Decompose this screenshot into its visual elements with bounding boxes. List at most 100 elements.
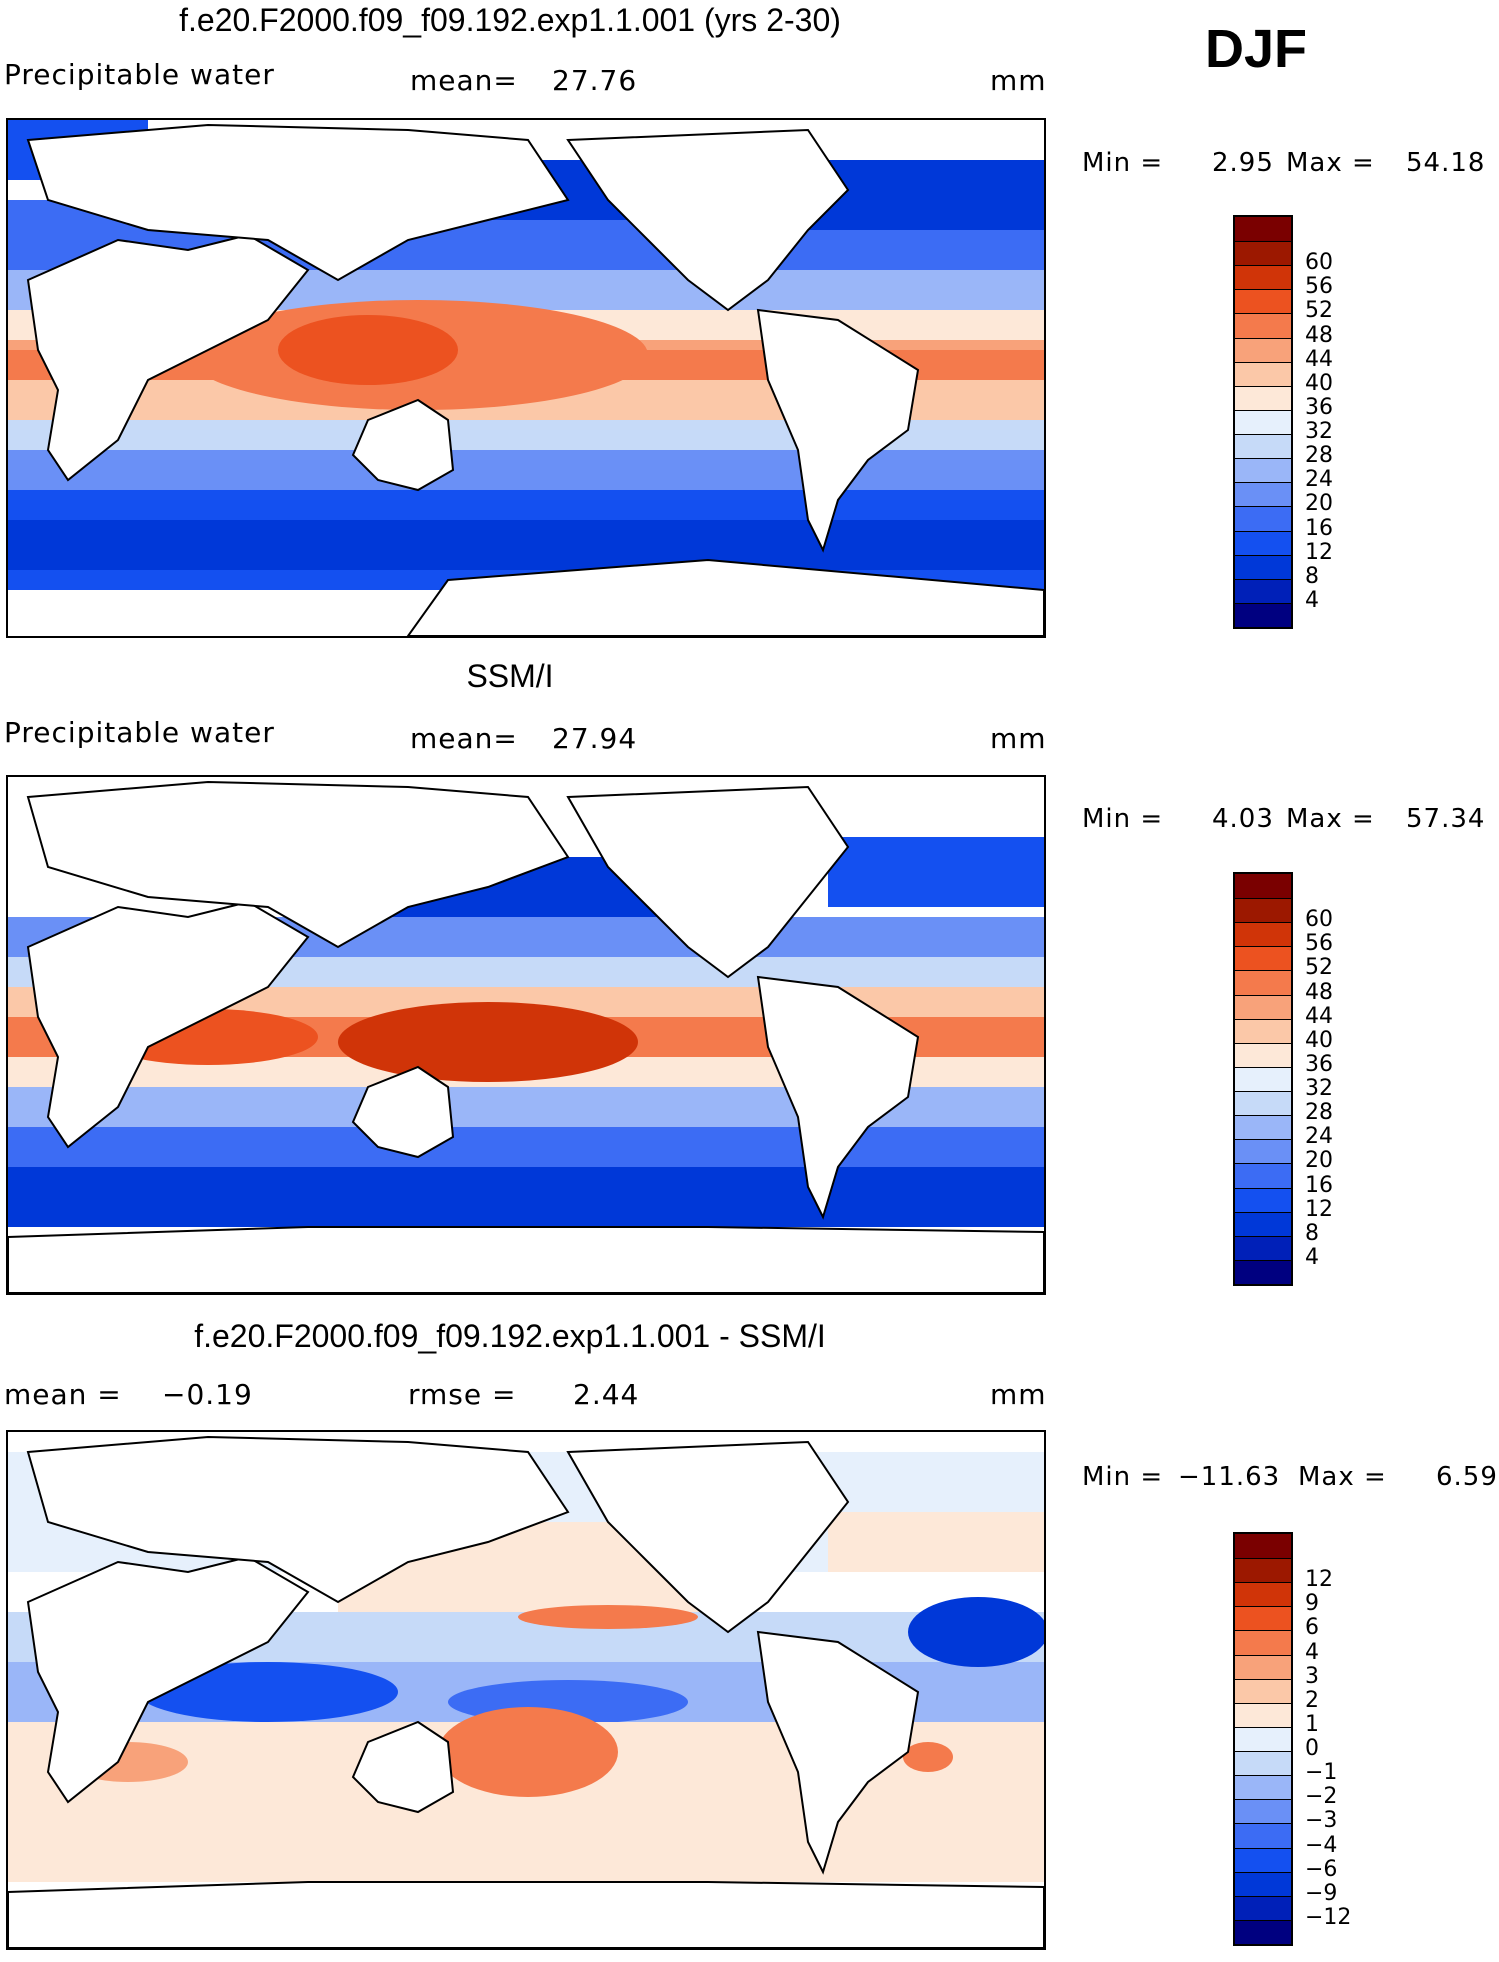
colorbar-tick-label: 12: [1305, 539, 1333, 565]
colorbar-swatch: [1235, 1678, 1291, 1703]
colorbar-swatch: [1235, 1606, 1291, 1631]
colorbar-swatch: [1235, 1018, 1291, 1043]
landmass: [26, 1555, 310, 1804]
colorbar-tick-label: 12: [1305, 1196, 1333, 1222]
colorbar-tick-label: 52: [1305, 955, 1333, 981]
colorbar-tick-label: 44: [1305, 1003, 1333, 1029]
colorbar-swatch: [1235, 482, 1291, 507]
units-label: mm: [990, 1378, 1047, 1411]
max-value: 57.34: [1406, 804, 1486, 834]
landmass: [756, 308, 920, 553]
colorbar-swatch: [1235, 1163, 1291, 1188]
colorbar-swatch: [1235, 265, 1291, 290]
colorbar-swatch: [1235, 1558, 1291, 1583]
colorbar-swatch: [1235, 970, 1291, 995]
variable-label: Precipitable water: [4, 716, 275, 749]
colorbar-swatch: [1235, 946, 1291, 971]
colorbar-tick-label: 28: [1305, 1100, 1333, 1126]
max-label: Max =: [1298, 1462, 1387, 1492]
colorbar-swatch: [1235, 1115, 1291, 1140]
max-label: Max =: [1286, 804, 1375, 834]
colorbar-tick-label: 16: [1305, 1172, 1333, 1198]
min-label: Min =: [1082, 1462, 1164, 1492]
colorbar-tick-label: −1: [1305, 1760, 1338, 1786]
colorbar-swatch: [1235, 217, 1291, 242]
colorbar-tick-label: 52: [1305, 298, 1333, 324]
colorbar-tick-label: −9: [1305, 1880, 1338, 1906]
colorbar-tick-label: 12: [1305, 1567, 1333, 1593]
colorbar-swatch: [1235, 1066, 1291, 1092]
colorbar-swatch: [1235, 1211, 1291, 1236]
panel-title: SSM/I: [466, 658, 554, 694]
colorbar-swatch: [1235, 313, 1291, 338]
colorbar-swatch: [1235, 241, 1291, 266]
ocean-band: [828, 1512, 1044, 1572]
colorbar-swatch: [1235, 554, 1291, 579]
colorbar-swatch: [1235, 1235, 1291, 1260]
colorbar-swatch: [1235, 361, 1291, 386]
landmass: [566, 785, 850, 979]
colorbar-swatch: [1235, 506, 1291, 531]
colorbar-swatch: [1235, 1847, 1291, 1872]
max-value: 6.59: [1436, 1462, 1498, 1492]
colorbar-swatch: [1235, 1534, 1291, 1559]
units-label: mm: [990, 722, 1047, 755]
landmass: [351, 1720, 455, 1814]
colorbar-tick-label: 8: [1305, 1220, 1319, 1246]
rmse-label: rmse =: [408, 1378, 517, 1411]
colorbar-tick-label: 0: [1305, 1736, 1319, 1762]
panel-title: f.e20.F2000.f09_f09.192.exp1.1.001 (yrs …: [179, 2, 841, 38]
colorbar-swatch: [1235, 1751, 1291, 1776]
colorbar-swatch: [1235, 1259, 1291, 1284]
colorbar-swatch: [1235, 1139, 1291, 1164]
colorbar-swatch: [1235, 409, 1291, 435]
landmass: [756, 975, 920, 1220]
landmass: [8, 1226, 1044, 1293]
rmse-value: 2.44: [573, 1378, 640, 1411]
colorbar-swatch: [1235, 1702, 1291, 1727]
colorbar-tick-label: 60: [1305, 250, 1333, 276]
colorbar-tick-label: 1: [1305, 1711, 1319, 1737]
ocean-band: [8, 1127, 1044, 1167]
colorbar-tick-label: 4: [1305, 1639, 1319, 1665]
colorbar-swatch: [1235, 1654, 1291, 1679]
colorbar-tick-label: 56: [1305, 274, 1333, 300]
colorbar-swatch: [1235, 337, 1291, 362]
colorbar-tick-label: 32: [1305, 1076, 1333, 1102]
colorbar-swatch: [1235, 994, 1291, 1019]
mean-label: mean=: [410, 64, 518, 97]
colorbar: [1233, 1532, 1293, 1946]
precip-water-map: [6, 118, 1046, 638]
colorbar-tick-label: 24: [1305, 1124, 1333, 1150]
mean-value: 27.76: [552, 64, 638, 97]
mean-label: mean=: [410, 722, 518, 755]
colorbar-tick-label: 3: [1305, 1663, 1319, 1689]
landmass: [26, 900, 310, 1149]
min-value: 4.03: [1212, 804, 1274, 834]
warm-pool: [338, 1002, 638, 1082]
max-value: 54.18: [1406, 148, 1486, 178]
wet-anomaly: [903, 1742, 953, 1772]
colorbar-tick-label: −2: [1305, 1784, 1338, 1810]
colorbar-tick-label: 4: [1305, 1244, 1319, 1270]
colorbar-swatch: [1235, 1187, 1291, 1212]
dry-anomaly: [138, 1662, 398, 1722]
landmass: [26, 123, 570, 282]
landmass: [566, 1440, 850, 1634]
precip-water-map: [6, 775, 1046, 1295]
colorbar-swatch: [1235, 458, 1291, 483]
max-label: Max =: [1286, 148, 1375, 178]
colorbar-swatch: [1235, 922, 1291, 947]
min-value: −11.63: [1178, 1462, 1281, 1492]
colorbar-tick-label: 48: [1305, 979, 1333, 1005]
ocean-band: [8, 450, 1044, 490]
variable-label: Precipitable water: [4, 58, 275, 91]
colorbar-swatch: [1235, 1871, 1291, 1896]
min-value: 2.95: [1212, 148, 1274, 178]
landmass: [26, 1435, 570, 1604]
colorbar-tick-label: 8: [1305, 563, 1319, 589]
colorbar-swatch: [1235, 1042, 1291, 1067]
colorbar-tick-label: 28: [1305, 443, 1333, 469]
mean-value: 27.94: [552, 722, 638, 755]
colorbar-tick-label: 60: [1305, 907, 1333, 933]
